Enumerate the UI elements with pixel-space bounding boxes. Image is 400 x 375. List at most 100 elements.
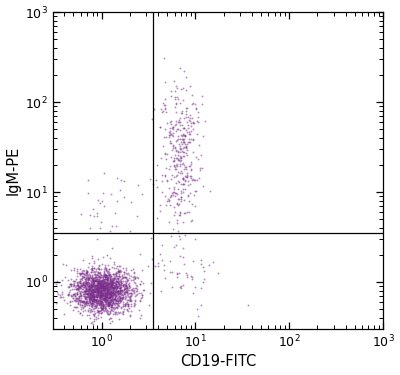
Point xyxy=(110,304,117,310)
Point xyxy=(77,279,84,285)
Point xyxy=(159,257,165,263)
Point xyxy=(91,303,98,309)
Point xyxy=(105,280,111,286)
Point xyxy=(107,286,114,292)
Point xyxy=(97,279,103,285)
Point xyxy=(85,283,91,289)
Point xyxy=(97,292,104,298)
Point xyxy=(146,302,152,308)
Point xyxy=(120,278,127,284)
Point xyxy=(167,176,174,182)
Point xyxy=(100,285,106,291)
Point xyxy=(78,268,85,274)
Point xyxy=(98,291,105,297)
Point xyxy=(96,288,102,294)
Point xyxy=(94,281,101,287)
Point xyxy=(98,297,104,303)
Point xyxy=(87,299,93,305)
Point xyxy=(95,285,101,291)
Point xyxy=(108,191,114,197)
Point xyxy=(85,294,92,300)
Point xyxy=(124,299,130,305)
Point xyxy=(97,308,103,314)
Point xyxy=(112,296,118,302)
Point xyxy=(89,265,96,271)
Point xyxy=(102,284,108,290)
Point xyxy=(92,282,99,288)
Point xyxy=(162,126,168,132)
Point xyxy=(110,271,116,277)
Point xyxy=(83,280,89,286)
Point xyxy=(105,290,112,296)
Point xyxy=(108,297,114,303)
Point xyxy=(115,276,121,282)
Point xyxy=(106,305,112,311)
Point xyxy=(107,283,113,289)
Point xyxy=(102,285,108,291)
Point xyxy=(101,277,108,283)
Point xyxy=(110,290,116,296)
Point xyxy=(125,302,131,308)
Point xyxy=(92,289,98,295)
Point xyxy=(97,289,104,295)
Point xyxy=(97,291,104,297)
Point xyxy=(161,267,167,273)
Point xyxy=(175,202,182,208)
Point xyxy=(92,274,98,280)
Point xyxy=(92,297,98,303)
Point xyxy=(111,292,117,298)
Point xyxy=(110,291,116,297)
Point xyxy=(76,294,82,300)
Point xyxy=(116,271,122,277)
Point xyxy=(100,203,107,209)
Point xyxy=(102,285,108,291)
Point xyxy=(58,290,65,296)
Point xyxy=(90,280,97,286)
Point xyxy=(125,301,131,307)
Point xyxy=(122,281,128,287)
Point xyxy=(64,277,71,283)
Point xyxy=(178,110,185,116)
Point xyxy=(88,285,95,291)
Point xyxy=(117,274,123,280)
Point xyxy=(76,285,83,291)
Point xyxy=(110,286,116,292)
Point xyxy=(114,311,120,317)
Point xyxy=(115,282,121,288)
Point xyxy=(117,187,124,193)
Point xyxy=(102,273,108,279)
Point xyxy=(79,286,85,292)
Point xyxy=(94,266,101,272)
Point xyxy=(80,284,86,290)
Point xyxy=(178,194,184,200)
Point xyxy=(170,143,176,149)
Point xyxy=(120,292,126,298)
Point xyxy=(108,291,114,297)
Point xyxy=(138,295,145,301)
Point xyxy=(103,267,109,273)
Point xyxy=(130,266,136,272)
Point xyxy=(74,296,80,302)
Point xyxy=(113,297,119,303)
Point xyxy=(107,293,114,299)
Point xyxy=(110,280,116,286)
Point xyxy=(84,177,91,183)
Point xyxy=(81,279,87,285)
Point xyxy=(139,192,145,198)
Point xyxy=(98,300,105,306)
Point xyxy=(150,182,156,188)
Point xyxy=(137,280,144,286)
Point xyxy=(103,303,109,309)
Point xyxy=(186,118,193,124)
Point xyxy=(77,290,83,296)
Point xyxy=(85,277,92,283)
Point xyxy=(100,296,107,302)
Point xyxy=(175,156,182,162)
Point xyxy=(81,283,88,289)
Point xyxy=(182,232,188,238)
Point xyxy=(88,284,94,290)
Point xyxy=(131,273,138,279)
Point xyxy=(89,287,95,293)
Point xyxy=(130,290,137,296)
Point xyxy=(94,282,100,288)
